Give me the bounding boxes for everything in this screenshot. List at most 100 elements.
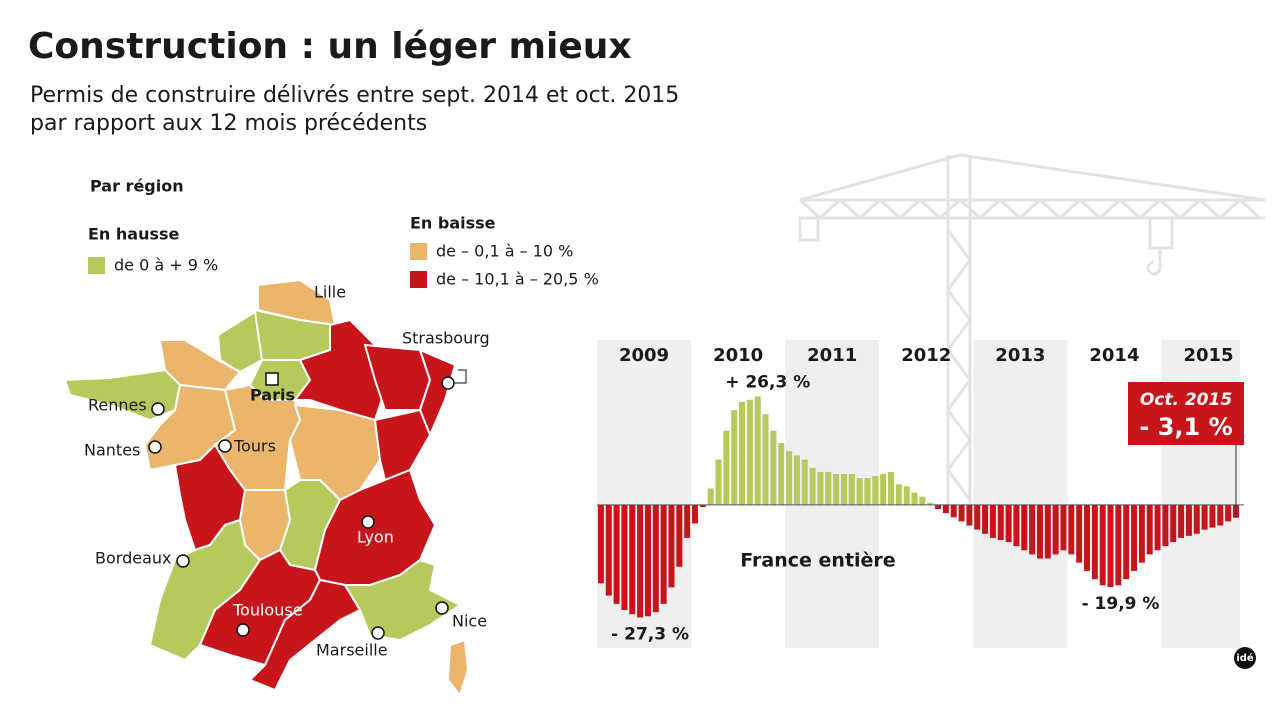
- bar: [668, 504, 675, 588]
- bar: [880, 474, 887, 505]
- city-label: Nantes: [84, 441, 140, 460]
- bar: [1036, 504, 1043, 559]
- bar: [1029, 504, 1036, 555]
- bar: [989, 504, 996, 538]
- year-label: 2010: [713, 345, 763, 366]
- bar: [762, 414, 769, 505]
- city-marker: [236, 623, 250, 637]
- crane: [798, 153, 1266, 505]
- city-marker: [265, 372, 279, 386]
- bar: [974, 504, 981, 530]
- city-marker: [151, 402, 165, 416]
- bar: [1021, 504, 1028, 551]
- bar: [825, 471, 832, 505]
- bar: [731, 410, 738, 505]
- year-band: [597, 340, 692, 648]
- bar: [684, 504, 691, 538]
- bar: [903, 486, 910, 505]
- bar: [1107, 504, 1114, 587]
- year-label: 2009: [619, 345, 669, 366]
- highlight-box: [1128, 382, 1244, 445]
- year-label: 2011: [807, 345, 857, 366]
- city-marker: [441, 376, 455, 390]
- bar: [1209, 504, 1216, 528]
- subtitle: Permis de construire délivrés entre sept…: [30, 83, 679, 108]
- bar: [1193, 504, 1200, 534]
- bar: [778, 443, 785, 505]
- bar: [770, 430, 777, 505]
- bar: [1005, 504, 1012, 543]
- city-label: Paris: [250, 386, 295, 405]
- bar: [840, 474, 847, 505]
- bar: [723, 430, 730, 505]
- bar: [1201, 504, 1208, 530]
- region: [446, 638, 470, 698]
- region: [293, 318, 387, 422]
- value-label: - 3,1 %: [1139, 413, 1232, 441]
- bar: [801, 459, 808, 505]
- bar: [919, 496, 926, 505]
- region: [343, 558, 462, 642]
- map-heading: Par région: [90, 177, 184, 196]
- bar: [864, 478, 871, 505]
- city-label: Lyon: [357, 528, 394, 547]
- legend-label: de 0 à + 9 %: [114, 256, 218, 275]
- bar: [982, 504, 989, 534]
- city-marker: [361, 515, 375, 529]
- bar: [707, 488, 714, 505]
- value-label: + 26,3 %: [725, 372, 810, 392]
- bar: [1131, 504, 1138, 571]
- bar: [597, 504, 604, 584]
- city-marker: [435, 601, 449, 615]
- bar: [621, 504, 628, 611]
- bar: [950, 504, 957, 518]
- highlight-label: Oct. 2015: [1140, 390, 1232, 410]
- bar: [637, 504, 644, 618]
- bar: [660, 504, 667, 604]
- chart-subtitle: France entière: [740, 550, 895, 572]
- bar: [715, 459, 722, 505]
- legend-swatch: [88, 257, 105, 274]
- bar: [817, 471, 824, 505]
- bar: [746, 399, 753, 505]
- bar: [1076, 504, 1083, 563]
- legend-swatch: [410, 271, 427, 288]
- bar: [888, 471, 894, 505]
- map: Par région En hausse En baisse de 0 à + …: [63, 177, 599, 698]
- bar: [1178, 504, 1185, 538]
- legend-label: de – 0,1 à – 10 %: [436, 242, 573, 261]
- bar: [692, 504, 698, 524]
- subtitle: par rapport aux 12 mois précédents: [30, 111, 427, 136]
- bar: [1162, 504, 1169, 547]
- region: [213, 383, 302, 491]
- bar: [1099, 504, 1106, 586]
- bar: [652, 504, 659, 613]
- logo-text: idé: [1236, 652, 1254, 664]
- city-label: Toulouse: [232, 601, 303, 620]
- bar: [833, 474, 840, 505]
- city-label: Nice: [452, 612, 487, 631]
- bar: [1052, 504, 1059, 555]
- year-band: [973, 340, 1068, 648]
- bar: [895, 484, 902, 505]
- bar: [1044, 504, 1051, 559]
- logo-badge: [1234, 647, 1256, 669]
- city-label: Strasbourg: [402, 329, 490, 348]
- bar: [1013, 504, 1020, 547]
- bar: [1170, 504, 1177, 543]
- bar: [739, 401, 746, 505]
- bar-chart: 2009 2010 2011 2012 2013 2014 2015 France entiè…: [597, 340, 1244, 648]
- region: [373, 408, 432, 482]
- bar: [1217, 504, 1224, 526]
- city-marker: [218, 439, 232, 453]
- year-label: 2013: [995, 345, 1045, 366]
- bar: [958, 504, 965, 522]
- bar: [942, 504, 949, 514]
- city-label: Tours: [233, 437, 276, 456]
- bar: [927, 502, 934, 505]
- title: Construction : un léger mieux: [28, 26, 632, 67]
- bar: [872, 476, 879, 505]
- bar: [1060, 504, 1067, 551]
- bar: [786, 451, 793, 505]
- bar: [911, 492, 918, 505]
